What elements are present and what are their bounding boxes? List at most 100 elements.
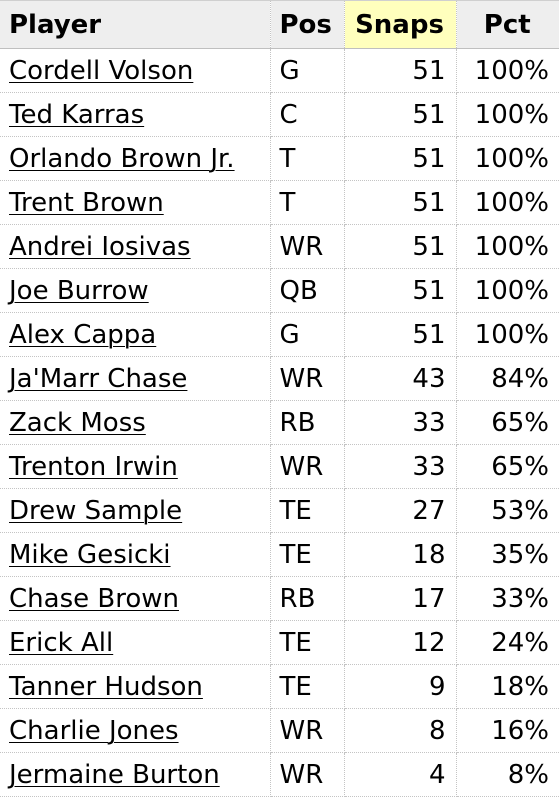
position-cell: WR (270, 224, 345, 269)
pct-cell: 100% (456, 136, 559, 181)
table-header: Player Pos Snaps Pct (0, 0, 559, 49)
snaps-cell: 43 (344, 356, 457, 401)
table-row: Drew Sample TE 27 53% (0, 488, 559, 533)
player-cell: Tanner Hudson (0, 664, 271, 709)
column-header-player[interactable]: Player (0, 0, 271, 49)
table-row: Tanner Hudson TE 9 18% (0, 664, 559, 709)
position-cell: TE (270, 620, 345, 665)
pct-cell: 84% (456, 356, 559, 401)
player-link[interactable]: Trenton Irwin (9, 451, 178, 482)
player-cell: Joe Burrow (0, 268, 271, 313)
position-cell: T (270, 180, 345, 225)
player-link[interactable]: Charlie Jones (9, 715, 179, 746)
column-header-pos[interactable]: Pos (270, 0, 345, 49)
player-cell: Ted Karras (0, 92, 271, 137)
snaps-cell: 9 (344, 664, 457, 709)
player-link[interactable]: Erick All (9, 627, 114, 658)
player-cell: Erick All (0, 620, 271, 665)
pct-cell: 8% (456, 752, 559, 797)
position-cell: TE (270, 664, 345, 709)
column-header-snaps[interactable]: Snaps (344, 0, 457, 49)
snaps-cell: 12 (344, 620, 457, 665)
player-link[interactable]: Mike Gesicki (9, 539, 171, 570)
table-body: Cordell Volson G 51 100% Ted Karras C 51 100% Or… (0, 48, 559, 797)
player-cell: Trent Brown (0, 180, 271, 225)
pct-cell: 35% (456, 532, 559, 577)
position-cell: G (270, 48, 345, 93)
table-row: Orlando Brown Jr. T 51 100% (0, 136, 559, 181)
table-row: Joe Burrow QB 51 100% (0, 268, 559, 313)
player-link[interactable]: Tanner Hudson (9, 671, 203, 702)
player-link[interactable]: Joe Burrow (9, 275, 149, 306)
position-cell: C (270, 92, 345, 137)
table-row: Trent Brown T 51 100% (0, 180, 559, 225)
player-link[interactable]: Ted Karras (9, 99, 145, 130)
player-link[interactable]: Orlando Brown Jr. (9, 143, 235, 174)
column-header-pct[interactable]: Pct (456, 0, 559, 49)
snaps-cell: 51 (344, 312, 457, 357)
snaps-cell: 51 (344, 136, 457, 181)
pct-cell: 18% (456, 664, 559, 709)
table-row: Ted Karras C 51 100% (0, 92, 559, 137)
pct-cell: 100% (456, 180, 559, 225)
player-cell: Mike Gesicki (0, 532, 271, 577)
position-cell: WR (270, 708, 345, 753)
snaps-cell: 18 (344, 532, 457, 577)
position-cell: WR (270, 444, 345, 489)
snaps-cell: 51 (344, 48, 457, 93)
player-cell: Jermaine Burton (0, 752, 271, 797)
pct-cell: 100% (456, 92, 559, 137)
snaps-cell: 51 (344, 268, 457, 313)
table-row: Chase Brown RB 17 33% (0, 576, 559, 621)
pct-cell: 65% (456, 444, 559, 489)
player-link[interactable]: Cordell Volson (9, 55, 194, 86)
snaps-cell: 4 (344, 752, 457, 797)
table-row: Charlie Jones WR 8 16% (0, 708, 559, 753)
player-link[interactable]: Andrei Iosivas (9, 231, 191, 262)
player-link[interactable]: Ja'Marr Chase (9, 363, 188, 394)
position-cell: G (270, 312, 345, 357)
snaps-cell: 33 (344, 444, 457, 489)
table-row: Trenton Irwin WR 33 65% (0, 444, 559, 489)
position-cell: T (270, 136, 345, 181)
player-link[interactable]: Drew Sample (9, 495, 183, 526)
position-cell: TE (270, 532, 345, 577)
player-link[interactable]: Trent Brown (9, 187, 164, 218)
player-link[interactable]: Chase Brown (9, 583, 179, 614)
player-link[interactable]: Alex Cappa (9, 319, 157, 350)
pct-cell: 100% (456, 268, 559, 313)
pct-cell: 53% (456, 488, 559, 533)
player-link[interactable]: Zack Moss (9, 407, 146, 438)
pct-cell: 24% (456, 620, 559, 665)
snaps-cell: 17 (344, 576, 457, 621)
position-cell: WR (270, 356, 345, 401)
player-cell: Drew Sample (0, 488, 271, 533)
player-link[interactable]: Jermaine Burton (9, 759, 220, 790)
position-cell: RB (270, 400, 345, 445)
snaps-cell: 27 (344, 488, 457, 533)
snaps-cell: 8 (344, 708, 457, 753)
player-cell: Zack Moss (0, 400, 271, 445)
table-row: Ja'Marr Chase WR 43 84% (0, 356, 559, 401)
snaps-cell: 51 (344, 180, 457, 225)
table-row: Cordell Volson G 51 100% (0, 48, 559, 93)
position-cell: RB (270, 576, 345, 621)
player-cell: Chase Brown (0, 576, 271, 621)
header-row: Player Pos Snaps Pct (0, 0, 559, 49)
snaps-cell: 51 (344, 92, 457, 137)
table-row: Alex Cappa G 51 100% (0, 312, 559, 357)
player-cell: Alex Cappa (0, 312, 271, 357)
pct-cell: 16% (456, 708, 559, 753)
table-row: Andrei Iosivas WR 51 100% (0, 224, 559, 269)
player-cell: Charlie Jones (0, 708, 271, 753)
table-row: Jermaine Burton WR 4 8% (0, 752, 559, 797)
snaps-cell: 33 (344, 400, 457, 445)
pct-cell: 65% (456, 400, 559, 445)
player-cell: Trenton Irwin (0, 444, 271, 489)
table-row: Mike Gesicki TE 18 35% (0, 532, 559, 577)
player-cell: Orlando Brown Jr. (0, 136, 271, 181)
position-cell: TE (270, 488, 345, 533)
pct-cell: 100% (456, 48, 559, 93)
player-cell: Ja'Marr Chase (0, 356, 271, 401)
player-cell: Cordell Volson (0, 48, 271, 93)
